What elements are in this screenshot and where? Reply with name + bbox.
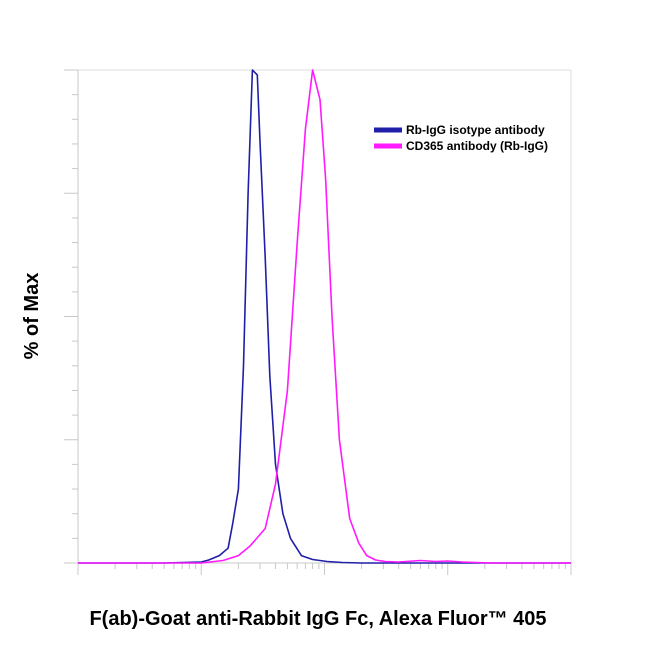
y-axis-label: % of Max (21, 273, 43, 360)
legend: Rb-IgG isotype antibody CD365 antibody (R… (374, 123, 548, 153)
legend-swatch-2 (374, 143, 402, 149)
legend-label-1: Rb-IgG isotype antibody (406, 123, 545, 137)
series-line-1 (78, 69, 571, 564)
x-axis-ticks (77, 563, 572, 575)
x-axis-label: F(ab)-Goat anti-Rabbit IgG Fc, Alexa Flu… (89, 608, 546, 630)
y-axis-ticks (64, 69, 78, 564)
series-layer (78, 69, 571, 564)
series-line-2 (78, 69, 571, 564)
legend-label-2: CD365 antibody (Rb-IgG) (406, 139, 548, 153)
legend-swatch-1 (374, 127, 402, 133)
